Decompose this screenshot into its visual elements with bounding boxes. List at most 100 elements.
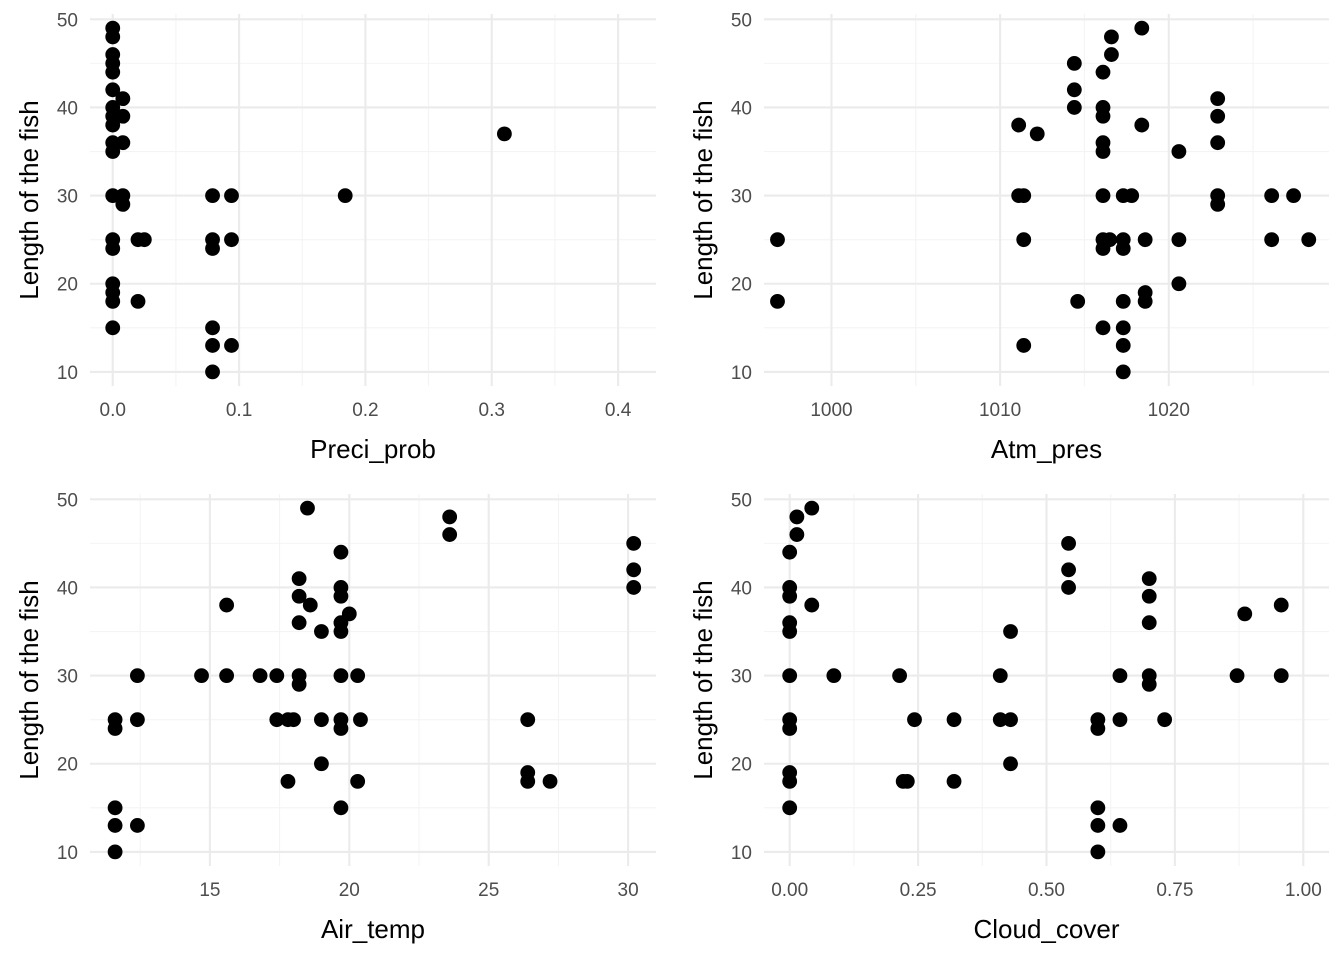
data-point [1016,232,1032,248]
data-point [1095,108,1111,124]
data-point [826,668,842,683]
data-point [442,509,458,525]
data-point [1141,571,1157,587]
data-point [1066,82,1082,98]
data-point [314,712,329,728]
data-point [107,818,123,833]
data-point [1115,364,1131,380]
data-point [291,571,307,587]
x-axis-title: Atm_pres [991,434,1102,464]
data-point [1061,580,1076,595]
data-point [520,712,536,728]
x-tick-label: 0.50 [1028,880,1065,901]
data-point [1061,562,1076,578]
x-tick-label: 1000 [810,400,852,421]
data-point [1210,91,1226,107]
data-point [1003,756,1018,772]
data-point [1124,188,1140,203]
data-point [1011,117,1027,133]
data-point [1066,100,1082,115]
data-point [442,527,458,542]
data-point [1134,117,1150,133]
data-point [946,712,962,728]
data-point [205,241,220,256]
data-point [269,712,285,728]
data-point [1115,338,1131,353]
data-point [1090,844,1106,860]
panel-3: 15 20 25 30 10 20 30 40 50 Air_temp Length of the … [14,490,656,944]
y-tick-label: 20 [731,275,752,296]
y-tick-label: 40 [57,98,78,119]
data-point [219,668,235,683]
data-point [1171,276,1187,292]
data-point [520,773,536,789]
y-tick-label: 30 [731,667,752,688]
data-point [1264,232,1280,248]
data-point [136,232,152,248]
data-point [224,188,239,203]
data-point [496,126,512,142]
x-tick-label: 0.2 [352,400,378,421]
data-point [224,232,239,248]
y-tick-label: 40 [731,578,752,599]
data-point [1115,320,1131,336]
data-point [333,668,349,683]
data-point [1090,800,1106,816]
data-point [105,320,121,336]
data-point [1210,197,1226,212]
data-point [105,117,121,133]
data-point [1237,606,1253,622]
y-tick-label: 30 [57,667,78,688]
data-point [1066,55,1082,71]
data-point [782,721,798,736]
data-point [130,293,146,309]
x-tick-label: 0.0 [100,400,126,421]
data-point [105,293,121,309]
data-point [1016,188,1032,203]
data-point [1157,712,1173,728]
y-tick-label: 50 [57,490,78,511]
x-tick-label: 25 [478,880,499,901]
y-axis-title: Length of the fish [14,100,44,299]
data-point [107,844,123,860]
data-point [782,773,798,789]
y-tick-label: 20 [731,755,752,776]
data-point [115,197,131,212]
data-point [1090,818,1106,833]
data-point [194,668,209,683]
data-point [337,188,353,203]
data-point [105,144,121,159]
data-point [1286,188,1301,203]
data-point [1115,293,1131,309]
data-point [224,338,239,353]
data-point [291,615,307,631]
data-point [107,800,123,816]
data-point [129,712,145,728]
data-point [291,677,307,692]
data-point [333,721,349,736]
data-point [1112,668,1128,683]
data-point [205,188,220,203]
data-point [946,773,962,789]
data-point [333,588,349,604]
data-point [105,82,121,98]
data-point [269,668,285,683]
data-point [1264,188,1280,203]
data-point [1090,721,1106,736]
data-point [892,668,907,683]
data-point [291,588,307,604]
x-axis-title: Cloud_cover [974,914,1120,944]
data-point [1141,615,1157,631]
data-point [626,580,642,595]
x-axis-title: Air_temp [321,914,425,944]
data-point [333,544,349,560]
data-point [1102,232,1118,248]
y-tick-label: 20 [57,275,78,296]
y-tick-label: 30 [731,187,752,208]
data-point [804,597,820,613]
data-point [1016,338,1032,353]
data-point [1104,29,1119,45]
data-point [1112,712,1128,728]
data-point [129,818,145,833]
